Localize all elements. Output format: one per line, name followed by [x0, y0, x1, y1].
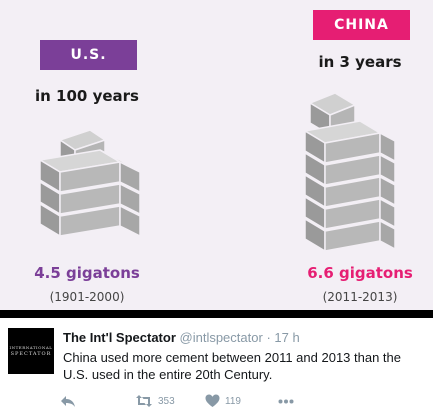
- china-cement-blocks: [305, 93, 396, 253]
- avatar-line-2: SPECTATOR: [10, 351, 52, 357]
- like-count: 119: [225, 395, 241, 407]
- us-tag: U.S.: [40, 40, 137, 70]
- us-cement-blocks: [40, 130, 141, 238]
- china-subtitle: in 3 years: [318, 53, 402, 71]
- retweet-icon: [136, 395, 152, 407]
- more-button[interactable]: [278, 399, 294, 404]
- china-range: (2011-2013): [322, 290, 398, 304]
- image-bottom-edge: [0, 310, 433, 318]
- cement-infographic: U.S. in 100 years CHINA in 3 years: [0, 0, 433, 318]
- retweet-button[interactable]: 353: [135, 394, 175, 408]
- more-dots-icon: [278, 399, 294, 404]
- us-subtitle: in 100 years: [35, 87, 139, 105]
- reply-icon: [61, 396, 75, 407]
- tweet-author-handle[interactable]: @intlspectator: [179, 330, 263, 345]
- like-button[interactable]: 119: [205, 394, 241, 408]
- avatar[interactable]: INTERNATIONAL SPECTATOR: [8, 328, 54, 374]
- tweet-text: China used more cement between 2011 and …: [63, 350, 401, 382]
- tweet-header: The Int'l Spectator @intlspectator · 17 …: [63, 330, 300, 345]
- avatar-line-1: INTERNATIONAL: [9, 345, 53, 350]
- tweet-separator: ·: [266, 330, 275, 345]
- tweet[interactable]: INTERNATIONAL SPECTATOR The Int'l Specta…: [0, 318, 433, 415]
- china-tag: CHINA: [313, 10, 410, 40]
- tweet-time[interactable]: 17 h: [274, 330, 300, 345]
- us-amount: 4.5 gigatons: [34, 264, 140, 282]
- tweet-author-name[interactable]: The Int'l Spectator: [63, 330, 176, 345]
- china-amount: 6.6 gigatons: [307, 264, 413, 282]
- us-range: (1901-2000): [49, 290, 125, 304]
- tweet-actions: 353 119: [60, 394, 360, 410]
- retweet-count: 353: [158, 395, 175, 407]
- heart-icon: [205, 394, 220, 407]
- reply-button[interactable]: [60, 394, 76, 408]
